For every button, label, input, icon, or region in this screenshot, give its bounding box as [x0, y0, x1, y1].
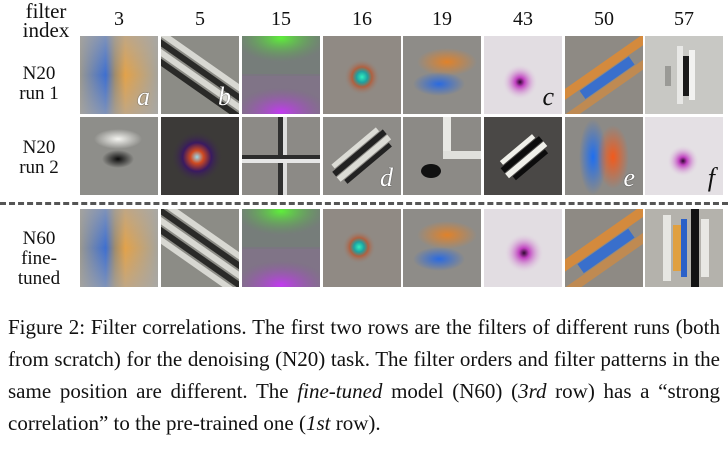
caption-text-4: row). [330, 411, 381, 435]
header-line1: filter [25, 0, 67, 23]
caption-ordinal-1st: 1st [305, 411, 331, 435]
col-header-6: 43 [513, 8, 533, 30]
filter-tile-r3-c1 [80, 209, 158, 287]
dashed-separator [0, 202, 728, 205]
filter-tile-r3-c6 [484, 209, 562, 287]
filter-tile-r1-c5 [403, 36, 481, 114]
row-label-n20-run1: N20 run 1 [0, 64, 78, 104]
row3-label-line1: N60 [22, 228, 56, 249]
tile-letter-b: b [218, 82, 231, 111]
caption-text-3: row) has a “strong correlation” to the p… [8, 379, 720, 435]
col-header-5: 19 [432, 8, 452, 30]
filter-tile-r3-c7 [565, 209, 643, 287]
filter-tile-r2-c1 [80, 117, 158, 195]
col-header-7: 50 [594, 8, 614, 30]
filter-tile-r2-c5 [403, 117, 481, 195]
figure-caption: Figure 2: Filter correlations. The first… [8, 311, 720, 439]
row2-label-line2: run 2 [19, 157, 59, 178]
filter-tile-r2-c2 [161, 117, 239, 195]
caption-text-1: Figure 2: Filter correlations. The first… [8, 315, 720, 403]
filter-tile-r3-c5 [403, 209, 481, 287]
caption-ordinal-3rd: 3rd [518, 379, 547, 403]
col-header-8: 57 [674, 8, 694, 30]
filter-index-header: filter index [14, 0, 78, 42]
filter-tile-r2-c7: e [565, 117, 643, 195]
col-header-3: 15 [271, 8, 291, 30]
tile-letter-f: f [707, 163, 715, 192]
row-label-n60-finetuned: N60 fine-tuned [0, 229, 78, 289]
filter-tile-r1-c1: a [80, 36, 158, 114]
filter-tile-r1-c8 [645, 36, 723, 114]
filter-tile-r2-c3 [242, 117, 320, 195]
filter-tile-r1-c7 [565, 36, 643, 114]
row1-label-line2: run 1 [19, 83, 59, 104]
filter-tile-r3-c8 [645, 209, 723, 287]
col-header-2: 5 [195, 8, 205, 30]
filter-tile-r1-c4 [323, 36, 401, 114]
filter-tile-r3-c2 [161, 209, 239, 287]
filter-figure: filter index 3 5 15 16 19 43 50 57 N20 r… [0, 0, 728, 289]
filter-tile-r2-c4: d [323, 117, 401, 195]
caption-emphasis: fine-tuned [297, 379, 383, 403]
row3-label-line2: fine-tuned [17, 248, 61, 289]
filter-tile-r3-c3 [242, 209, 320, 287]
filter-tile-r1-c6: c [484, 36, 562, 114]
row-label-n20-run2: N20 run 2 [0, 138, 78, 178]
header-line2: index [22, 18, 70, 42]
filter-tile-r2-c8: f [645, 117, 723, 195]
col-header-4: 16 [352, 8, 372, 30]
filter-tile-r1-c3 [242, 36, 320, 114]
filter-tile-r2-c6 [484, 117, 562, 195]
filter-tile-r3-c4 [323, 209, 401, 287]
tile-letter-d: d [380, 163, 393, 192]
row1-label-line1: N20 [22, 63, 56, 84]
tile-letter-a: a [137, 82, 150, 111]
filter-tile-r1-c2: b [161, 36, 239, 114]
tile-letter-c: c [542, 82, 554, 111]
caption-text-2: model (N60) ( [382, 379, 519, 403]
col-header-1: 3 [114, 8, 124, 30]
tile-letter-e: e [623, 163, 635, 192]
row2-label-line1: N20 [22, 137, 56, 158]
